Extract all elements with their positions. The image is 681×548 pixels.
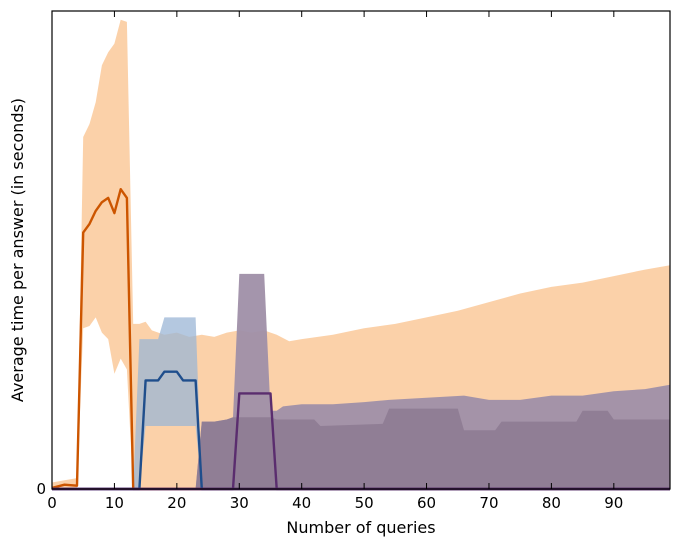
x-tick-label: 30 — [230, 494, 249, 512]
x-tick-label: 10 — [105, 494, 124, 512]
x-axis-label: Number of queries — [286, 518, 435, 537]
x-tick-label: 40 — [292, 494, 311, 512]
y-tick-label: 0 — [36, 480, 46, 498]
x-tick-label: 50 — [355, 494, 374, 512]
bands — [52, 19, 670, 489]
x-tick-label: 90 — [604, 494, 623, 512]
series-2-line — [52, 370, 670, 491]
series-1-band — [52, 19, 670, 489]
plot-area — [51, 19, 670, 491]
plot-frame — [51, 10, 671, 490]
x-axis: 0 10 20 30 40 50 60 70 80 90 — [47, 11, 623, 512]
series-4-band — [52, 408, 670, 489]
x-tick-label: 60 — [417, 494, 436, 512]
x-tick-label: 70 — [479, 494, 498, 512]
x-tick-label: 20 — [167, 494, 186, 512]
x-tick-label: 0 — [47, 494, 57, 512]
series-2-band — [52, 317, 670, 489]
x-tick-label: 80 — [542, 494, 561, 512]
series-1-line — [51, 187, 670, 491]
y-axis-label: Average time per answer (in seconds) — [8, 98, 27, 402]
y-axis: 0 — [36, 480, 670, 498]
